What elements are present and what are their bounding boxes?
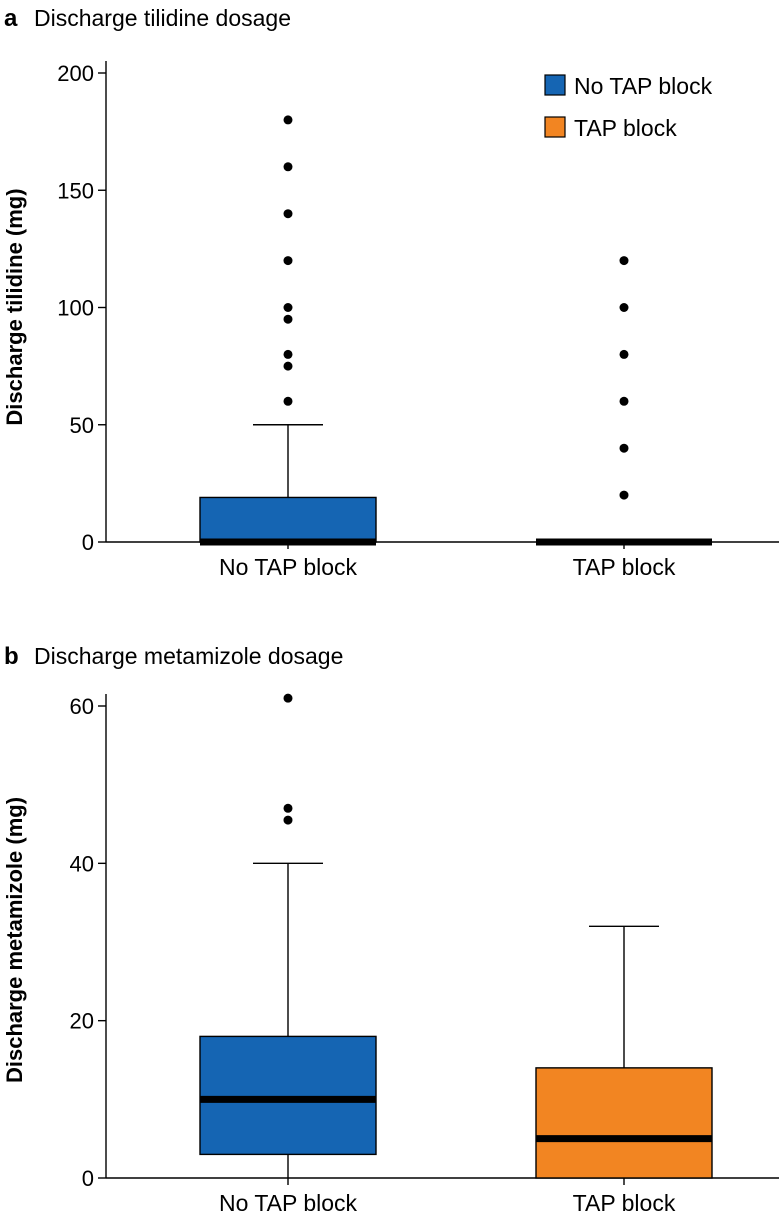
outlier-point [619, 490, 629, 500]
panel-a-title: Discharge tilidine dosage [34, 5, 291, 31]
outlier-point [283, 303, 293, 312]
y-tick-label: 60 [70, 694, 94, 719]
outlier-point [283, 209, 293, 219]
iqr-box [535, 1067, 713, 1179]
outlier-point [619, 396, 629, 406]
outlier-point [283, 115, 293, 125]
x-tick-label: No TAP block [219, 1190, 358, 1216]
outlier-point [283, 162, 293, 172]
panel-a-letter: a [4, 5, 18, 32]
box-no-tap-block [199, 693, 377, 1178]
legend-label-tap: TAP block [574, 115, 677, 141]
panel-a-y-axis-title: Discharge tilidine (mg) [2, 188, 27, 425]
box-no-tap-block [199, 115, 377, 546]
outlier-point [619, 349, 629, 359]
box-tap-block [535, 925, 713, 1179]
panel-b-y-axis-title: Discharge metamizole (mg) [2, 797, 27, 1083]
panel-b-letter: b [4, 643, 19, 670]
outlier-point [283, 396, 293, 406]
y-tick-label: 40 [70, 851, 94, 876]
panel-b-plot: 0 20 40 60 No TAP block TAP block [70, 693, 779, 1216]
legend: No TAP block TAP block [544, 73, 713, 141]
y-tick-label: 20 [70, 1009, 94, 1034]
iqr-box [199, 1035, 377, 1156]
x-tick-label: TAP block [573, 1190, 676, 1216]
outlier-point [283, 693, 293, 703]
panel-b-title: Discharge metamizole dosage [34, 643, 343, 669]
outlier-point [283, 349, 293, 359]
y-tick-label: 0 [82, 530, 94, 555]
legend-label-no-tap: No TAP block [574, 73, 713, 99]
y-tick-label: 0 [82, 1166, 94, 1191]
outlier-point [619, 256, 629, 266]
box-tap-block [536, 256, 712, 546]
panel-a-plot: 0 50 100 150 200 No TAP block TAP block [57, 61, 779, 580]
y-tick-label: 50 [70, 413, 94, 438]
x-tick-label: No TAP block [219, 554, 358, 580]
outlier-point [619, 443, 629, 453]
outlier-point [283, 815, 293, 825]
x-tick-label: TAP block [573, 554, 676, 580]
legend-swatch-no-tap [544, 74, 566, 96]
legend-swatch-tap [544, 116, 566, 138]
outlier-point [283, 803, 293, 813]
outlier-point [619, 303, 629, 312]
outlier-point [283, 256, 293, 266]
outlier-point [283, 314, 293, 324]
outlier-point [283, 361, 293, 371]
y-tick-label: 200 [57, 61, 94, 86]
iqr-box [199, 496, 377, 543]
y-tick-label: 100 [57, 296, 94, 321]
y-tick-label: 150 [57, 178, 94, 203]
